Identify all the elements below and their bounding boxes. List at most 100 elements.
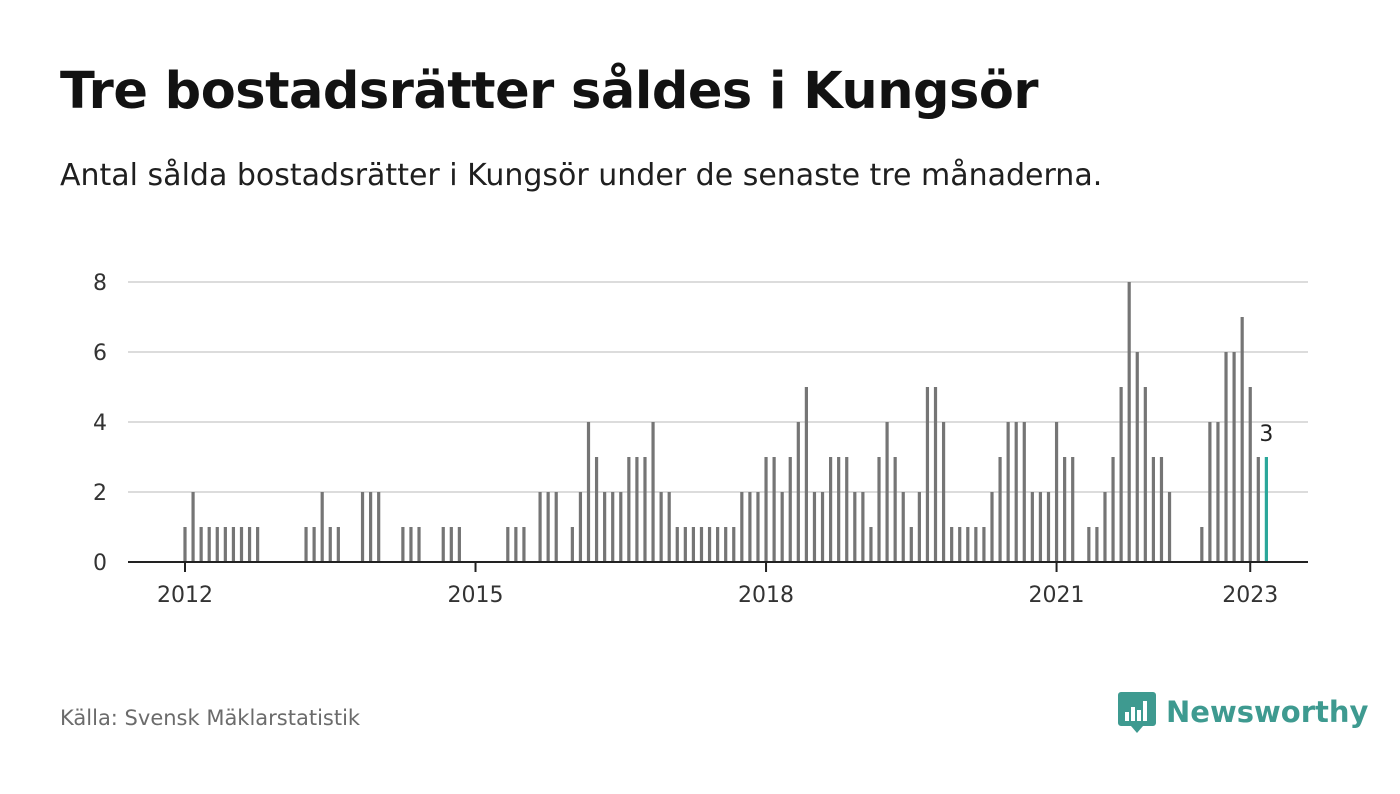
bar	[861, 492, 865, 562]
bar	[1006, 422, 1010, 562]
bar	[1054, 422, 1059, 562]
bar	[659, 492, 663, 562]
axes	[128, 561, 1308, 572]
bar	[191, 492, 195, 562]
x-tick-label: 2012	[157, 583, 213, 608]
bar	[667, 492, 671, 562]
bar	[320, 492, 324, 562]
bar	[901, 492, 905, 562]
bar	[1159, 457, 1164, 562]
bar	[1248, 387, 1252, 562]
bar	[417, 527, 421, 562]
bar	[1014, 422, 1018, 562]
bar	[966, 527, 970, 562]
bar	[1095, 527, 1099, 562]
bar	[998, 457, 1002, 562]
bar	[506, 527, 510, 562]
bar	[231, 527, 236, 562]
bar	[546, 492, 550, 562]
bar	[950, 527, 954, 562]
bar	[1240, 317, 1244, 562]
bar	[369, 492, 373, 562]
bar	[909, 527, 913, 562]
grid-lines	[128, 281, 1308, 493]
bar	[360, 492, 365, 562]
bar	[336, 527, 340, 562]
bar	[1232, 352, 1236, 562]
bar	[869, 527, 873, 562]
y-tick-label: 8	[93, 271, 107, 296]
brand-name: Newsworthy	[1166, 695, 1369, 729]
bar	[941, 422, 946, 562]
bar	[514, 527, 518, 562]
bar	[522, 527, 526, 562]
bar	[611, 492, 615, 562]
bar	[183, 527, 187, 562]
bar	[401, 527, 405, 562]
bar	[724, 527, 728, 562]
bar	[845, 457, 849, 562]
bar	[958, 527, 962, 562]
bar	[804, 387, 808, 562]
bar	[441, 527, 445, 562]
bar	[199, 527, 203, 562]
bar	[1200, 527, 1204, 562]
bar	[1256, 457, 1260, 562]
bar	[1046, 492, 1051, 562]
bar	[223, 527, 227, 562]
x-tick-label: 2015	[448, 583, 504, 608]
bar	[578, 492, 583, 562]
bar	[1135, 352, 1139, 562]
bar	[594, 457, 599, 562]
bar	[554, 492, 558, 562]
bar	[1030, 492, 1034, 562]
bar	[377, 492, 381, 562]
bar	[1208, 422, 1212, 562]
y-tick-label: 4	[93, 411, 107, 436]
source-note: Källa: Svensk Mäklarstatistik	[60, 706, 361, 730]
bar	[409, 527, 413, 562]
bar	[1127, 282, 1131, 562]
bar	[619, 492, 623, 562]
bar	[820, 492, 825, 562]
y-tick-label: 0	[93, 551, 107, 576]
bar	[933, 387, 938, 562]
bar	[925, 387, 930, 562]
bar	[635, 457, 639, 562]
bar	[1216, 422, 1220, 562]
bar	[707, 527, 712, 562]
bar	[304, 527, 308, 562]
bar	[982, 527, 986, 562]
bar	[885, 422, 889, 562]
bar	[853, 492, 857, 562]
bar	[449, 527, 453, 562]
bar	[788, 457, 792, 562]
bar	[312, 527, 316, 562]
y-tick-label: 6	[93, 341, 107, 366]
bar-chart-speech-bubble-icon	[1118, 692, 1156, 733]
bar	[627, 457, 631, 562]
bar	[1111, 457, 1115, 562]
bar	[1167, 492, 1172, 562]
bar	[570, 527, 574, 562]
latest-value-label: 3	[1259, 422, 1273, 447]
bar	[457, 527, 461, 562]
bar	[990, 492, 994, 562]
bar	[1022, 422, 1026, 562]
x-tick-label: 2021	[1029, 583, 1085, 608]
bar	[239, 527, 244, 562]
bar	[691, 527, 696, 562]
bar	[756, 492, 760, 562]
bar	[837, 457, 841, 562]
bar	[974, 527, 978, 562]
bar-latest	[1264, 457, 1268, 562]
x-tick-label: 2018	[738, 583, 794, 608]
bar	[716, 527, 720, 562]
bar	[748, 492, 752, 562]
bar	[328, 527, 332, 562]
bar	[247, 527, 252, 562]
bar	[1038, 492, 1043, 562]
bar	[256, 527, 260, 562]
labels: 0 2 4 6 8 3 2012 2015 2018 2021 2023	[93, 271, 1278, 608]
